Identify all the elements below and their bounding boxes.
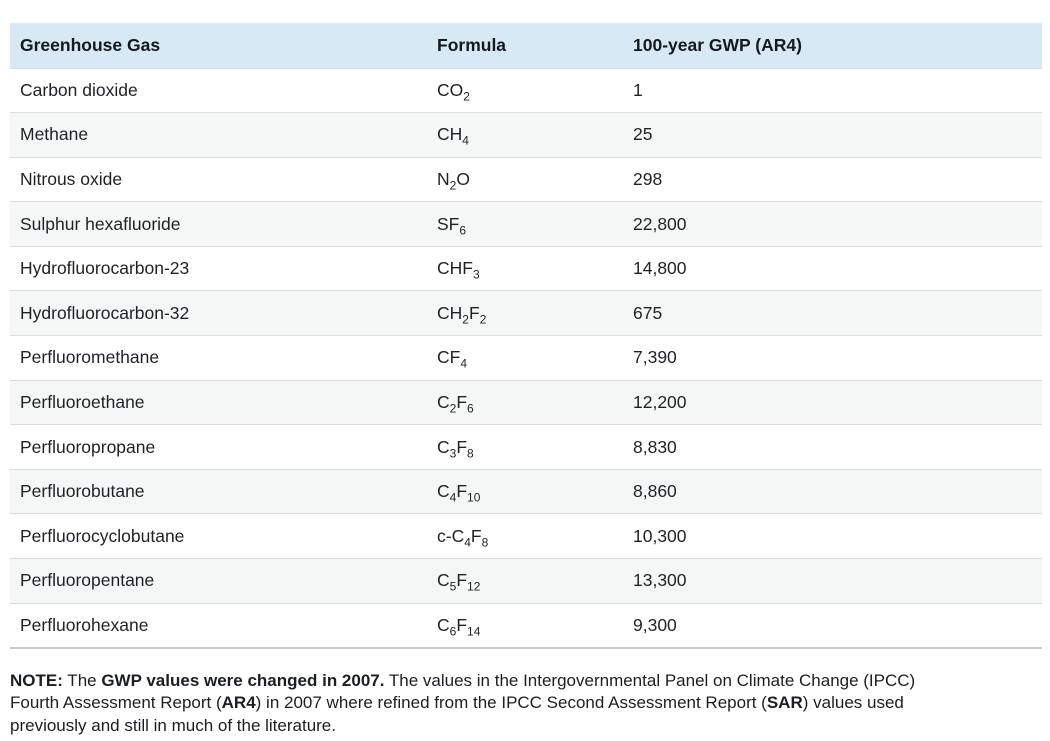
- formula-cell: CH4: [427, 112, 623, 158]
- formula-cell: CH2F2: [427, 290, 623, 336]
- note-text: Fourth Assessment Report (: [10, 693, 222, 713]
- gwp-value-cell: 7,390: [623, 335, 1042, 381]
- gwp-value-cell: 8,830: [623, 424, 1042, 470]
- gwp-value-cell: 9,300: [623, 602, 1042, 649]
- note-text-bold: GWP values were changed in 2007.: [101, 670, 385, 690]
- gwp-value-cell: 298: [623, 156, 1042, 202]
- gwp-value-cell: 14,800: [623, 245, 1042, 291]
- gas-name-cell: Nitrous oxide: [10, 156, 427, 202]
- table-row: Carbon dioxide CO2 1: [10, 67, 1042, 113]
- table-body: Carbon dioxide CO2 1 Methane CH4 25 Nitrous ox…: [10, 67, 1042, 649]
- note-text-bold: SAR: [766, 693, 803, 713]
- note-text-bold: NOTE:: [10, 670, 63, 690]
- gwp-value-cell: 10,300: [623, 513, 1042, 559]
- table-row: Nitrous oxide N2O 298: [10, 156, 1042, 202]
- table-row: Perfluoromethane CF4 7,390: [10, 335, 1042, 381]
- formula-cell: CO2: [427, 67, 623, 113]
- column-header-gwp: 100-year GWP (AR4): [623, 23, 1042, 68]
- formula-cell: c-C4F8: [427, 513, 623, 559]
- table-header: Greenhouse Gas Formula 100-year GWP (AR4…: [10, 23, 1042, 68]
- table-row: Perfluoroethane C2F6 12,200: [10, 379, 1042, 425]
- table-row: Perfluoropentane C5F12 13,300: [10, 558, 1042, 604]
- note-text: ) values used: [802, 693, 904, 713]
- note-line: Fourth Assessment Report (AR4) in 2007 w…: [10, 692, 1042, 714]
- formula-cell: C4F10: [427, 468, 623, 514]
- table-row: Sulphur hexafluoride SF6 22,800: [10, 201, 1042, 247]
- table-row: Perfluorocyclobutane c-C4F8 10,300: [10, 513, 1042, 559]
- gwp-value-cell: 13,300: [623, 558, 1042, 604]
- gas-name-cell: Methane: [10, 112, 427, 158]
- formula-cell: C2F6: [427, 379, 623, 425]
- gwp-value-cell: 22,800: [623, 201, 1042, 247]
- gas-name-cell: Perfluoromethane: [10, 335, 427, 381]
- gwp-value-cell: 8,860: [623, 468, 1042, 514]
- gwp-value-cell: 12,200: [623, 379, 1042, 425]
- note-line: previously and still in much of the lite…: [10, 715, 1042, 737]
- gas-name-cell: Perfluoropropane: [10, 424, 427, 470]
- formula-cell: C3F8: [427, 424, 623, 470]
- table-row: Perfluorohexane C6F14 9,300: [10, 602, 1042, 649]
- formula-cell: C6F14: [427, 602, 623, 649]
- column-header-formula: Formula: [427, 23, 623, 68]
- note: NOTE: The GWP values were changed in 200…: [10, 670, 1042, 737]
- gwp-value-cell: 675: [623, 290, 1042, 336]
- gas-name-cell: Hydrofluorocarbon-23: [10, 245, 427, 291]
- gas-name-cell: Perfluorohexane: [10, 602, 427, 649]
- note-text: The: [62, 670, 102, 690]
- formula-cell: N2O: [427, 156, 623, 202]
- note-line: NOTE: The GWP values were changed in 200…: [10, 670, 1042, 692]
- column-header-greenhouse-gas: Greenhouse Gas: [10, 23, 427, 68]
- table-row: Perfluorobutane C4F10 8,860: [10, 468, 1042, 514]
- gwp-value-cell: 25: [623, 112, 1042, 158]
- table-row: Hydrofluorocarbon-23 CHF3 14,800: [10, 245, 1042, 291]
- formula-cell: SF6: [427, 201, 623, 247]
- gas-name-cell: Sulphur hexafluoride: [10, 201, 427, 247]
- gas-name-cell: Carbon dioxide: [10, 67, 427, 113]
- formula-cell: CHF3: [427, 245, 623, 291]
- table-row: Hydrofluorocarbon-32 CH2F2 675: [10, 290, 1042, 336]
- gas-name-cell: Perfluorocyclobutane: [10, 513, 427, 559]
- note-text-bold: AR4: [221, 693, 256, 713]
- gas-name-cell: Hydrofluorocarbon-32: [10, 290, 427, 336]
- table-row: Methane CH4 25: [10, 112, 1042, 158]
- note-text: ) in 2007 where refined from the IPCC Se…: [255, 693, 767, 713]
- table-row: Perfluoropropane C3F8 8,830: [10, 424, 1042, 470]
- table-header-row: Greenhouse Gas Formula 100-year GWP (AR4…: [10, 23, 1042, 68]
- gas-name-cell: Perfluoropentane: [10, 558, 427, 604]
- note-text: The values in the Intergovernmental Pane…: [384, 670, 916, 690]
- gas-name-cell: Perfluoroethane: [10, 379, 427, 425]
- formula-cell: CF4: [427, 335, 623, 381]
- gwp-table: Greenhouse Gas Formula 100-year GWP (AR4…: [10, 23, 1042, 649]
- formula-cell: C5F12: [427, 558, 623, 604]
- gwp-value-cell: 1: [623, 67, 1042, 113]
- gas-name-cell: Perfluorobutane: [10, 468, 427, 514]
- note-text: previously and still in much of the lite…: [10, 715, 336, 735]
